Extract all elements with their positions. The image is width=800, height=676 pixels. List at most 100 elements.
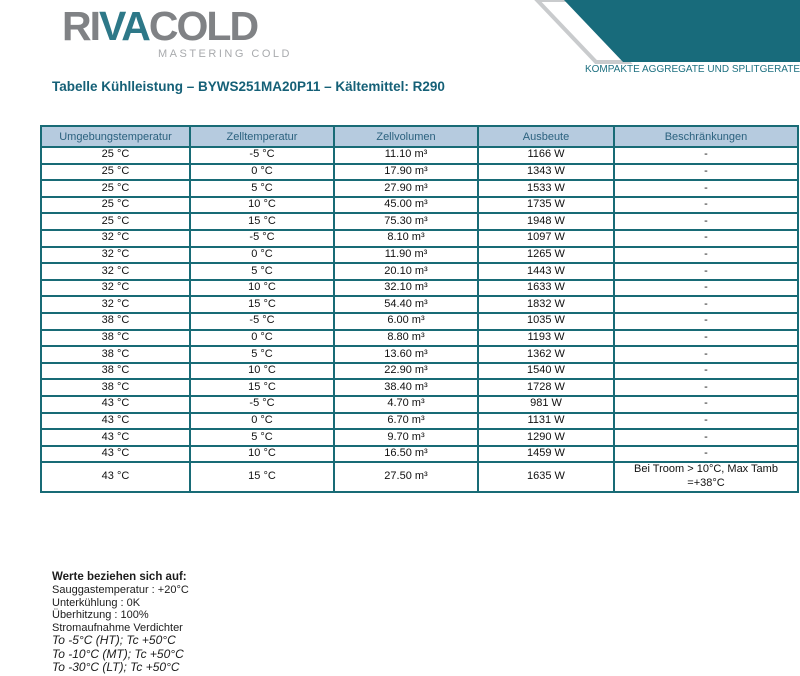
table-row: 32 °C 15 °C 54.40 m³ 1832 W- (40, 295, 799, 314)
table-row: 32 °C 10 °C 32.10 m³ 1633 W- (40, 278, 799, 298)
table-row: 32 °C -5 °C 8.10 m³ 1097 W- (40, 228, 799, 248)
table-cell: 1948 W (477, 212, 615, 231)
table-row: 32 °C 0 °C 11.90 m³ 1265 W- (40, 245, 799, 265)
table-cell: 20.10 m³ (333, 262, 479, 281)
table-row: 38 °C -5 °C 6.00 m³ 1035 W- (40, 311, 799, 331)
table-cell: -5 °C (189, 311, 335, 331)
table-cell: - (613, 361, 799, 381)
table-row: 25 °C 0 °C 17.90 m³ 1343 W- (40, 162, 799, 182)
notes-heading: Werte beziehen sich auf: (52, 571, 187, 583)
table-cell: - (613, 428, 799, 447)
table-cell: 1343 W (477, 162, 615, 182)
table-cell: 6.70 m³ (333, 411, 479, 431)
table-cell: 10 °C (189, 361, 335, 381)
table-cell: 27.90 m³ (333, 179, 479, 198)
table-cell: 43 °C (40, 444, 191, 464)
table-cell: 16.50 m³ (333, 444, 479, 464)
table-cell: 1035 W (477, 311, 615, 331)
table-cell: 32 °C (40, 262, 191, 281)
table-cell: 38 °C (40, 378, 191, 397)
table-cell: 38 °C (40, 345, 191, 364)
table-cell: - (613, 212, 799, 231)
table-cell: - (613, 394, 799, 414)
table-cell: 43 °C (40, 411, 191, 431)
table-cell: 38 °C (40, 311, 191, 331)
table-cell: - (613, 262, 799, 281)
table-cell: 1735 W (477, 195, 615, 215)
table-row: 43 °C 5 °C 9.70 m³ 1290 W- (40, 428, 799, 447)
table-cell: 11.90 m³ (333, 245, 479, 265)
table-cell: 0 °C (189, 162, 335, 182)
table-cell: 13.60 m³ (333, 345, 479, 364)
cooling-capacity-table: Umgebungstemperatur Zelltemperatur Zellvol… (40, 125, 799, 493)
table-cell: 15 °C (189, 378, 335, 397)
table-cell: - (613, 195, 799, 215)
table-cell: -5 °C (189, 146, 335, 165)
table-row: 43 °C 15 °C 27.50 m³ 1635 W Bei Troom > 10°C… (40, 461, 799, 493)
table-cell: 8.80 m³ (333, 328, 479, 348)
table-cell: 10 °C (189, 444, 335, 464)
table-cell: 1290 W (477, 428, 615, 447)
column-header: Zelltemperatur (189, 125, 335, 148)
note-italic-line: To -5°C (HT); Tc +50°C (52, 633, 176, 647)
table-cell: - (613, 245, 799, 265)
table-cell: 1540 W (477, 361, 615, 381)
table-cell: 15 °C (189, 295, 335, 314)
table-cell: 5 °C (189, 262, 335, 281)
column-header: Beschränkungen (613, 125, 799, 148)
note-line: Unterkühlung : 0K (52, 596, 141, 609)
table-cell: 17.90 m³ (333, 162, 479, 182)
table-cell: - (613, 328, 799, 348)
note-italic-line: To -10°C (MT); Tc +50°C (52, 646, 184, 661)
table-cell: 1728 W (477, 378, 615, 397)
table-cell: 32 °C (40, 228, 191, 248)
table-cell: 38 °C (40, 361, 191, 381)
logo-part-cold: COLD (148, 3, 259, 49)
table-cell: - (613, 162, 799, 182)
note-italic-line: To -30°C (LT); Tc +50°C (52, 660, 180, 674)
table-cell: 54.40 m³ (333, 295, 479, 314)
table-row: 43 °C -5 °C 4.70 m³ 981 W- (40, 394, 799, 414)
table-cell: 15 °C (189, 461, 335, 493)
table-cell: 1633 W (477, 278, 615, 298)
table-cell: 43 °C (40, 428, 191, 447)
logo-tagline: MASTERING COLD (157, 48, 292, 60)
table-cell: 25 °C (40, 146, 191, 165)
table-cell: - (613, 179, 799, 198)
column-header: Umgebungstemperatur (40, 125, 191, 148)
table-cell: - (613, 295, 799, 314)
table-cell: 1635 W (477, 461, 615, 493)
table-cell: 1533 W (477, 179, 615, 198)
table-row: 25 °C 15 °C 75.30 m³ 1948 W- (40, 212, 799, 231)
table-cell: 10 °C (189, 278, 335, 298)
table-cell: 38 °C (40, 328, 191, 348)
table-cell: -5 °C (189, 228, 335, 248)
table-cell: 38.40 m³ (333, 378, 479, 397)
table-cell: - (613, 311, 799, 331)
table-cell: 4.70 m³ (333, 394, 479, 414)
table-cell: 5 °C (189, 345, 335, 364)
table-row: 38 °C 5 °C 13.60 m³ 1362 W- (40, 345, 799, 364)
table-cell: - (613, 228, 799, 248)
table-cell: 1459 W (477, 444, 615, 464)
table-cell: Bei Troom > 10°C, Max Tamb =+38°C (613, 461, 799, 493)
table-row: 43 °C 10 °C 16.50 m³ 1459 W- (40, 444, 799, 464)
table-cell: 15 °C (189, 212, 335, 231)
table-row: 25 °C -5 °C 11.10 m³ 1166 W- (40, 146, 799, 165)
table-header-row: Umgebungstemperatur Zelltemperatur Zellvol… (40, 125, 799, 148)
table-cell: 10 °C (189, 195, 335, 215)
column-header: Ausbeute (477, 125, 615, 148)
table-row: 43 °C 0 °C 6.70 m³ 1131 W- (40, 411, 799, 431)
table-cell: 25 °C (40, 212, 191, 231)
table-cell: - (613, 345, 799, 364)
table-cell: 45.00 m³ (333, 195, 479, 215)
table-cell: 8.10 m³ (333, 228, 479, 248)
table-cell: 9.70 m³ (333, 428, 479, 447)
table-cell: - (613, 444, 799, 464)
table-cell: 43 °C (40, 394, 191, 414)
table-cell: 6.00 m³ (333, 311, 479, 331)
note-line: Sauggastemperatur : +20°C (52, 584, 189, 596)
table-cell: 27.50 m³ (333, 461, 479, 493)
notes-regular-lines: Sauggastemperatur : +20°C Unterkühlung : … (52, 584, 189, 634)
table-cell: 32.10 m³ (333, 278, 479, 298)
